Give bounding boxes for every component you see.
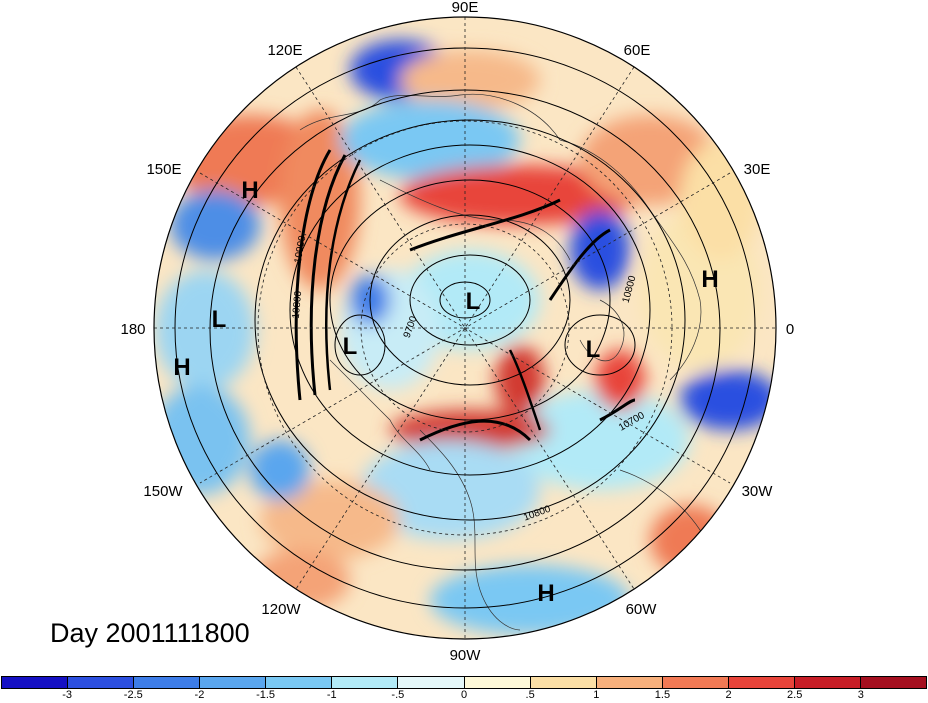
lon-label-150e: 150E [146,161,181,178]
lon-label-180: 180 [120,321,145,338]
colorbar-tick-label: -1.5 [256,689,276,701]
colorbar-tick-label: -2.5 [123,689,143,701]
colorbar-swatch [68,677,135,688]
contour-label: 10900 [293,234,309,264]
low-center: L [586,336,601,363]
colorbar-tick-label: .5 [525,689,535,701]
map-boundary [153,16,777,640]
colorbar-swatch [398,677,465,688]
lon-label-90e: 90E [452,0,479,16]
lon-label-90w: 90W [450,647,482,664]
pressure-center-labels: H H H H L L L L [173,177,718,607]
colorbar-tick-label: 1 [593,689,600,701]
graticule [154,17,776,639]
lon-label-60e: 60E [624,42,651,59]
high-center: H [537,580,554,607]
high-center: H [701,266,718,293]
colorbar-swatch [134,677,201,688]
colorbar-tick-label: -3 [62,689,73,701]
colorbar-swatch [332,677,399,688]
colorbar-tick-label: -.5 [391,689,405,701]
colorbar-tick-label: 2.5 [787,689,803,701]
high-center: H [173,354,190,381]
lon-label-30e: 30E [744,161,771,178]
lon-label-0: 0 [786,321,794,338]
low-center: L [212,306,227,333]
colorbar-swatch [464,677,531,688]
colorbar [1,676,927,689]
contour-label: 10800 [291,290,304,319]
lon-label-120e: 120E [267,42,302,59]
colorbar-swatch [728,677,795,688]
colorbar-tick-label: 3 [857,689,864,701]
low-center: L [343,333,358,360]
colorbar-swatch [530,677,597,688]
longitude-labels: 90E 60E 30E 0 30W 60W 90W 120W 150W 180 … [120,0,794,664]
colorbar-tick-label: -1 [326,689,337,701]
lon-label-150w: 150W [143,483,183,500]
lon-label-60w: 60W [626,601,658,618]
colorbar-swatch [2,677,69,688]
anomaly-field [154,17,776,639]
coastlines [299,93,716,631]
colorbar-tick-label: 0 [460,689,468,701]
colorbar-swatch [861,677,927,688]
colorbar-swatch [662,677,729,688]
lon-label-30w: 30W [742,483,774,500]
colorbar-swatch [794,677,862,688]
lon-label-120w: 120W [261,601,301,618]
colorbar-swatch [596,677,663,688]
date-label: Day 2001111800 [50,618,250,648]
colorbar-tick-label: 1.5 [654,689,671,701]
high-center: H [241,177,258,204]
low-center: L [466,288,481,315]
colorbar-tick-label: 2 [725,689,732,701]
colorbar-swatch [200,677,267,688]
colorbar-swatch [266,677,333,688]
colorbar-tick-labels: -3 -2.5 -2 -1.5 -1 -.5 0 .5 1 1.5 2 2.5 3 [0,689,928,703]
colorbar-tick-label: -2 [194,689,205,701]
